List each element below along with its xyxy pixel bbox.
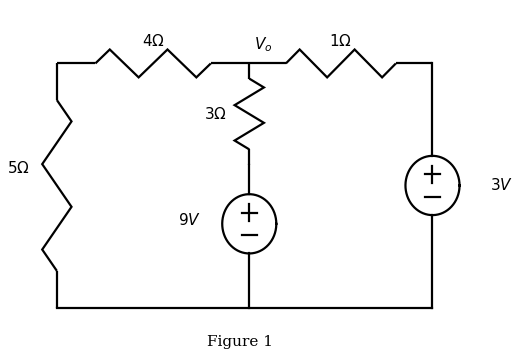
Text: $1\Omega$: $1\Omega$: [329, 33, 352, 49]
Text: $9V$: $9V$: [178, 212, 201, 228]
Text: $4\Omega$: $4\Omega$: [142, 33, 164, 49]
Text: $3V$: $3V$: [490, 177, 512, 193]
Text: $V_o$: $V_o$: [254, 35, 272, 54]
Text: $3\Omega$: $3\Omega$: [204, 106, 226, 122]
Text: $5\Omega$: $5\Omega$: [7, 160, 29, 176]
Text: Figure 1: Figure 1: [207, 335, 273, 350]
